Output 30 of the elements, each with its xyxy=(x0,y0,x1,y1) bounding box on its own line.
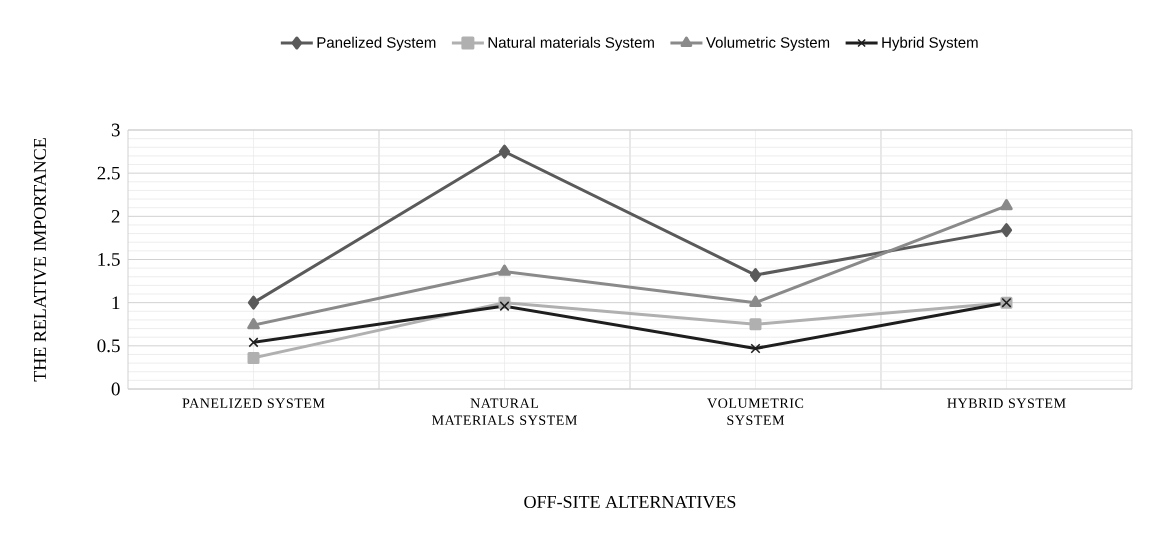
point xyxy=(1000,198,1013,211)
point xyxy=(247,318,260,330)
x-tick-label: NATURAL MATERIALS SYSTEM xyxy=(432,398,577,425)
point xyxy=(1000,223,1013,238)
legend-label: Panelized System xyxy=(317,36,436,51)
point xyxy=(247,295,260,310)
y-tick-label: 3 xyxy=(111,123,120,137)
point xyxy=(749,318,762,331)
x-tick-label: PANELIZED SYSTEM xyxy=(182,398,325,408)
y-tick-label: 0.5 xyxy=(97,339,120,353)
point xyxy=(498,144,511,159)
point xyxy=(499,301,510,312)
point xyxy=(749,268,762,283)
y-tick-label: 1 xyxy=(112,296,120,309)
legend-label: Hybrid System xyxy=(882,36,978,51)
point xyxy=(749,295,762,307)
point xyxy=(750,343,761,354)
y-tick-label: 2 xyxy=(111,210,120,223)
point xyxy=(248,337,259,348)
x-axis-title: OFF-SITE ALTERNATIVES xyxy=(524,495,736,509)
legend-label: Natural materials System xyxy=(488,36,654,51)
legend-label: Volumetric System xyxy=(705,36,830,51)
x-tick-label: VOLUMETRIC SYSTEM xyxy=(707,398,804,425)
y-tick-label: 0 xyxy=(111,382,120,396)
point xyxy=(498,264,511,276)
y-tick-label: 1.5 xyxy=(98,253,120,266)
y-axis-title: THE RELATIVE IMPORTANCE xyxy=(33,138,47,382)
point xyxy=(247,351,260,364)
x-tick-label: HYBRID SYSTEM xyxy=(947,398,1066,408)
y-tick-label: 2.5 xyxy=(97,166,120,180)
